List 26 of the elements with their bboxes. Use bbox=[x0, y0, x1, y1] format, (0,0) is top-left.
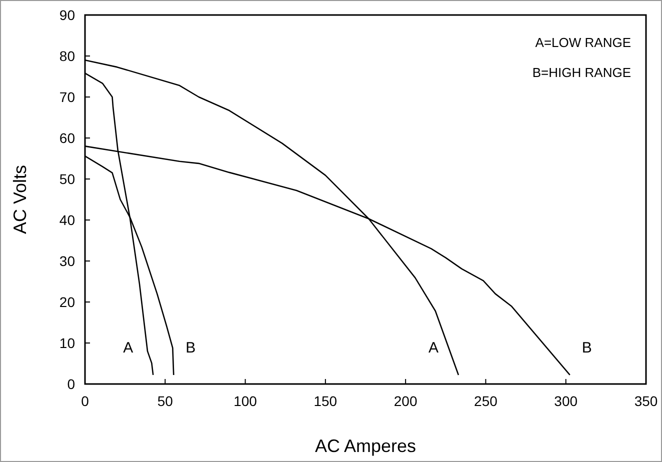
y-tick-label: 30 bbox=[59, 253, 76, 269]
x-axis-title: AC Amperes bbox=[314, 436, 416, 456]
y-tick-label: 70 bbox=[59, 89, 76, 105]
y-axis-title: AC Volts bbox=[10, 164, 30, 234]
x-tick-label: 200 bbox=[394, 393, 418, 409]
x-tick-label: 300 bbox=[554, 393, 578, 409]
y-tick-label: 50 bbox=[59, 171, 76, 187]
y-tick-label: 0 bbox=[67, 376, 76, 392]
x-tick-label: 250 bbox=[474, 393, 498, 409]
annotation: B bbox=[186, 340, 196, 356]
y-tick-label: 40 bbox=[59, 212, 76, 228]
x-tick-label: 100 bbox=[234, 393, 258, 409]
annotation: B=HIGH RANGE bbox=[532, 65, 632, 80]
y-tick-label: 20 bbox=[59, 294, 76, 310]
y-tick-label: 90 bbox=[59, 7, 76, 23]
x-tick-label: 150 bbox=[314, 393, 338, 409]
y-tick-label: 80 bbox=[59, 48, 76, 64]
annotation: A=LOW RANGE bbox=[535, 35, 632, 50]
annotation: A bbox=[123, 340, 134, 356]
x-tick-label: 50 bbox=[157, 393, 174, 409]
annotation: B bbox=[582, 340, 592, 356]
annotation: A bbox=[428, 340, 438, 356]
y-tick-label: 60 bbox=[59, 130, 76, 146]
y-tick-label: 10 bbox=[59, 335, 76, 351]
x-tick-label: 0 bbox=[81, 393, 90, 409]
x-tick-label: 350 bbox=[634, 393, 658, 409]
